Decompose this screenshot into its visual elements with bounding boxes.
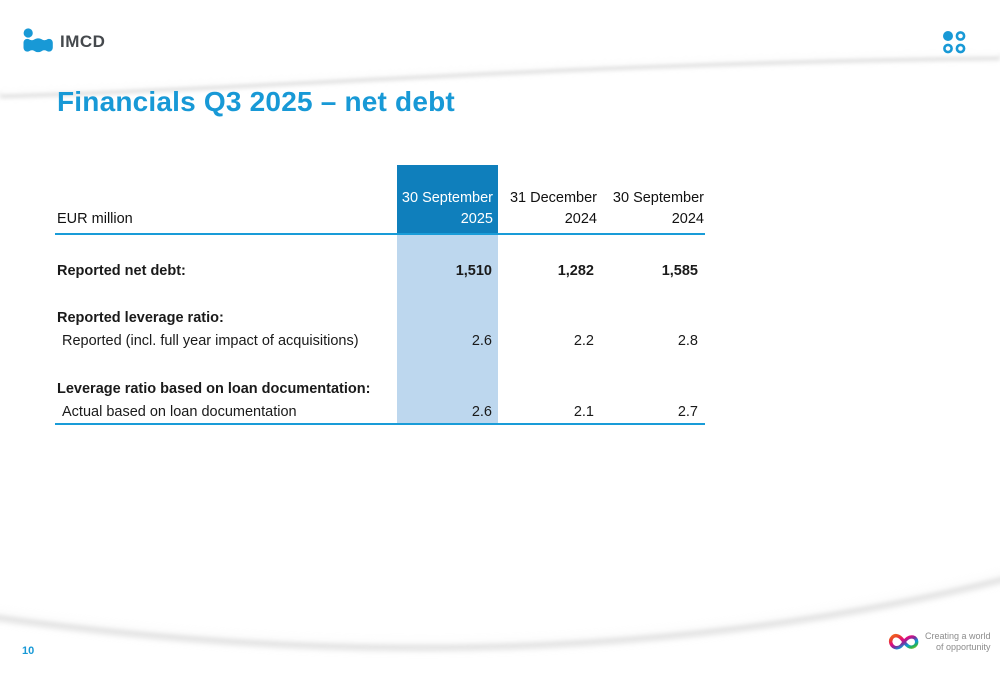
net-debt-table: 30 September 2025 31 December 2024 30 Se… [55,165,705,429]
column-header-line2: 2024 [564,211,597,227]
column-header-line1: 30 September [401,190,493,206]
cell-value: 1,282 [557,263,594,279]
header-rule [55,233,705,235]
cell-value: 1,585 [661,263,698,279]
grid-menu-icon[interactable] [940,28,968,56]
table-row: Actual based on loan documentation 2.6 2… [55,404,705,423]
page-number: 10 [22,645,35,657]
column-header: 31 December 2024 [501,188,597,230]
table-row: Reported (incl. full year impact of acqu… [55,333,705,352]
column-header: 30 September 2024 [604,188,704,230]
row-label: Actual based on loan documentation [62,404,297,420]
cell-value: 1,510 [455,263,492,279]
tagline-line1: Creating a world [925,631,991,641]
row-label: Reported net debt: [57,263,186,279]
cell-value: 2.6 [471,404,492,420]
page-title: Financials Q3 2025 – net debt [57,86,455,117]
cell-value: 2.8 [677,333,698,349]
cell-value: 2.7 [677,404,698,420]
footer-swoosh-decoration [0,568,1000,651]
table-row: Reported net debt: 1,510 1,282 1,585 [55,263,705,282]
cell-value: 2.2 [573,333,594,349]
tagline-line2: of opportunity [935,642,991,652]
cell-value: 2.6 [471,333,492,349]
column-header-line2: 2024 [671,211,704,227]
brand-wordmark: IMCD [60,32,106,51]
imcd-logo-icon [23,28,53,53]
cell-value: 2.1 [573,404,594,420]
footer-tagline: Creating a world of opportunity [886,626,991,658]
table-row: Reported leverage ratio: [55,310,705,329]
infinity-rainbow-icon [889,633,919,650]
column-header-line2: 2025 [460,211,493,227]
column-header-line1: 31 December [509,190,597,206]
row-label: Reported leverage ratio: [57,310,224,326]
highlighted-column-background [397,235,498,423]
table-row: Leverage ratio based on loan documentati… [55,381,705,400]
imcd-logo: IMCD [22,28,105,56]
column-header-line1: 30 September [612,190,704,206]
unit-label: EUR million [57,211,133,227]
highlighted-column-header: 30 September 2025 [397,165,498,233]
row-label: Reported (incl. full year impact of acqu… [62,333,359,349]
row-label: Leverage ratio based on loan documentati… [57,381,371,397]
footer-rule [55,423,705,425]
